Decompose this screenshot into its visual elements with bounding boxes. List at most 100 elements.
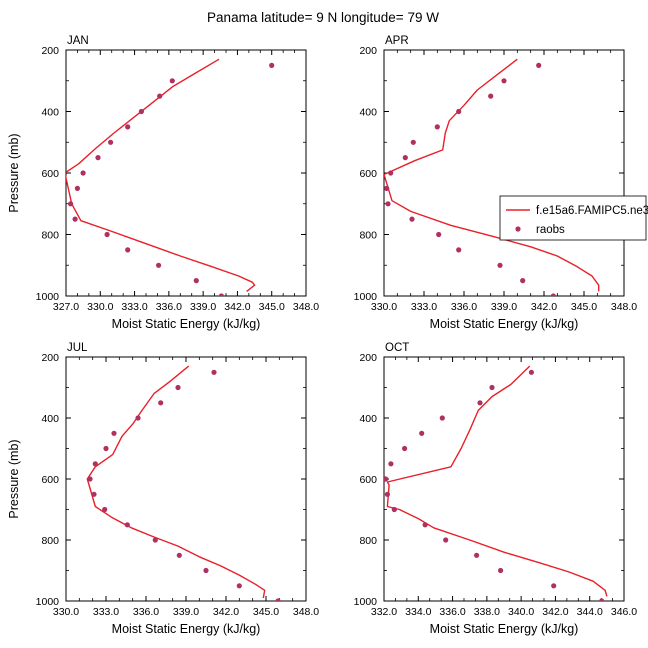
raobs-point xyxy=(169,78,175,84)
raobs-point xyxy=(599,598,605,601)
raobs-point xyxy=(104,231,110,238)
x-axis-label: Moist Static Energy (kJ/kg) xyxy=(112,317,261,331)
raobs-point xyxy=(152,537,158,543)
raobs-point xyxy=(410,139,416,145)
raobs-point xyxy=(125,247,131,253)
data-layer xyxy=(66,58,275,296)
raobs-point xyxy=(388,170,394,176)
panels-layer: 327.0 330.0 333.0 336.0 339.0 342.0 345.0 348.0… xyxy=(7,35,637,636)
model-series-line xyxy=(386,365,608,597)
x-axis-label: Moist Static Energy (kJ/kg) xyxy=(112,622,261,636)
plot-frame xyxy=(383,49,625,297)
raobs-point xyxy=(269,62,275,68)
raobs-point xyxy=(436,231,442,238)
x-tick-label: 334.0 xyxy=(405,606,431,618)
raobs-point xyxy=(550,293,556,296)
raobs-point xyxy=(108,139,114,145)
x-tick-label: 336.0 xyxy=(451,301,477,313)
raobs-point xyxy=(176,552,182,558)
y-tick-label: 400 xyxy=(41,107,59,119)
raobs-point xyxy=(87,476,93,482)
raobs-point xyxy=(95,155,101,161)
y-tick-label: 800 xyxy=(41,535,59,547)
raobs-point xyxy=(388,461,394,467)
y-tick-label: 400 xyxy=(359,107,377,119)
y-tick-label: 400 xyxy=(41,413,59,425)
x-tick-label: 333.0 xyxy=(411,301,437,313)
x-tick-label: 327.0 xyxy=(53,301,79,313)
y-tick-label: 200 xyxy=(41,352,59,364)
x-tick-label: 342.0 xyxy=(213,606,239,618)
x-tick-label: 342.0 xyxy=(531,301,557,313)
y-tick-label: 1000 xyxy=(36,291,60,303)
x-tick-label: 336.0 xyxy=(156,301,182,313)
y-tick-label: 600 xyxy=(41,474,59,486)
panel-jan: 327.0 330.0 333.0 336.0 339.0 342.0 345.0 348.0… xyxy=(7,35,319,331)
raobs-point xyxy=(125,124,131,130)
raobs-point xyxy=(536,62,542,68)
panel-oct: 332.0 334.0 336.0 338.0 340.0 342.0 344.0 346.0… xyxy=(354,342,638,636)
raobs-point xyxy=(439,415,445,421)
raobs-point xyxy=(497,262,503,268)
raobs-point xyxy=(156,262,162,268)
raobs-point xyxy=(203,567,209,574)
raobs-point xyxy=(528,369,535,375)
plot-frame xyxy=(383,356,625,602)
legend-box xyxy=(499,195,647,241)
y-axis-label: Pressure (mb) xyxy=(7,439,21,518)
x-tick-label: 336.0 xyxy=(133,606,159,618)
x-tick-label: 340.0 xyxy=(508,606,534,618)
x-tick-label: 330.0 xyxy=(87,301,113,313)
raobs-point xyxy=(402,445,408,452)
raobs-point xyxy=(384,476,389,482)
raobs-point xyxy=(102,506,108,513)
x-tick-label: 339.0 xyxy=(173,606,199,618)
data-layer xyxy=(384,365,608,601)
x-tick-label: 339.0 xyxy=(190,301,216,313)
raobs-point xyxy=(111,430,117,436)
raobs-point xyxy=(158,400,164,406)
raobs-point xyxy=(218,293,224,296)
x-tick-label: 338.0 xyxy=(474,606,500,618)
raobs-point xyxy=(68,201,74,207)
raobs-point xyxy=(275,598,281,601)
data-layer xyxy=(86,365,281,601)
x-tick-label: 330.0 xyxy=(371,301,397,313)
panel-jul: 330.0 333.0 336.0 339.0 342.0 345.0 348.0 200 40… xyxy=(7,342,319,636)
raobs-point xyxy=(138,108,144,115)
x-tick-label: 348.0 xyxy=(293,606,319,618)
raobs-point xyxy=(103,445,109,452)
raobs-point xyxy=(409,216,415,222)
x-tick-label: 339.0 xyxy=(491,301,517,313)
legend-marker-swatch xyxy=(515,226,521,232)
panel-label: JAN xyxy=(67,35,89,47)
raobs-point xyxy=(488,93,494,99)
legend-label-raobs: raobs xyxy=(536,224,565,236)
y-tick-label: 1000 xyxy=(354,596,378,608)
y-tick-label: 600 xyxy=(359,474,377,486)
y-tick-label: 800 xyxy=(41,230,59,242)
raobs-point xyxy=(211,369,217,375)
y-tick-label: 200 xyxy=(41,45,59,57)
raobs-point xyxy=(456,108,462,115)
raobs-point xyxy=(385,201,391,207)
raobs-point xyxy=(474,552,480,558)
x-tick-label: 346.0 xyxy=(611,606,637,618)
y-axis-label: Pressure (mb) xyxy=(7,133,21,212)
x-tick-label: 342.0 xyxy=(224,301,250,313)
x-tick-label: 344.0 xyxy=(577,606,603,618)
panel-label: JUL xyxy=(67,342,88,354)
y-tick-label: 200 xyxy=(359,45,377,57)
x-tick-label: 345.0 xyxy=(253,606,279,618)
raobs-point xyxy=(157,93,163,99)
x-tick-label: 336.0 xyxy=(439,606,465,618)
y-tick-label: 200 xyxy=(359,352,377,364)
x-tick-label: 345.0 xyxy=(259,301,285,313)
data-layer xyxy=(384,58,600,296)
x-tick-label: 348.0 xyxy=(293,301,319,313)
raobs-point xyxy=(489,384,495,391)
panel-apr: 330.0 333.0 336.0 339.0 342.0 345.0 348.0 200 40… xyxy=(354,35,638,331)
y-tick-label: 1000 xyxy=(36,596,60,608)
figure-title: Panama latitude= 9 N longitude= 79 W xyxy=(207,10,439,25)
raobs-point xyxy=(91,491,97,497)
